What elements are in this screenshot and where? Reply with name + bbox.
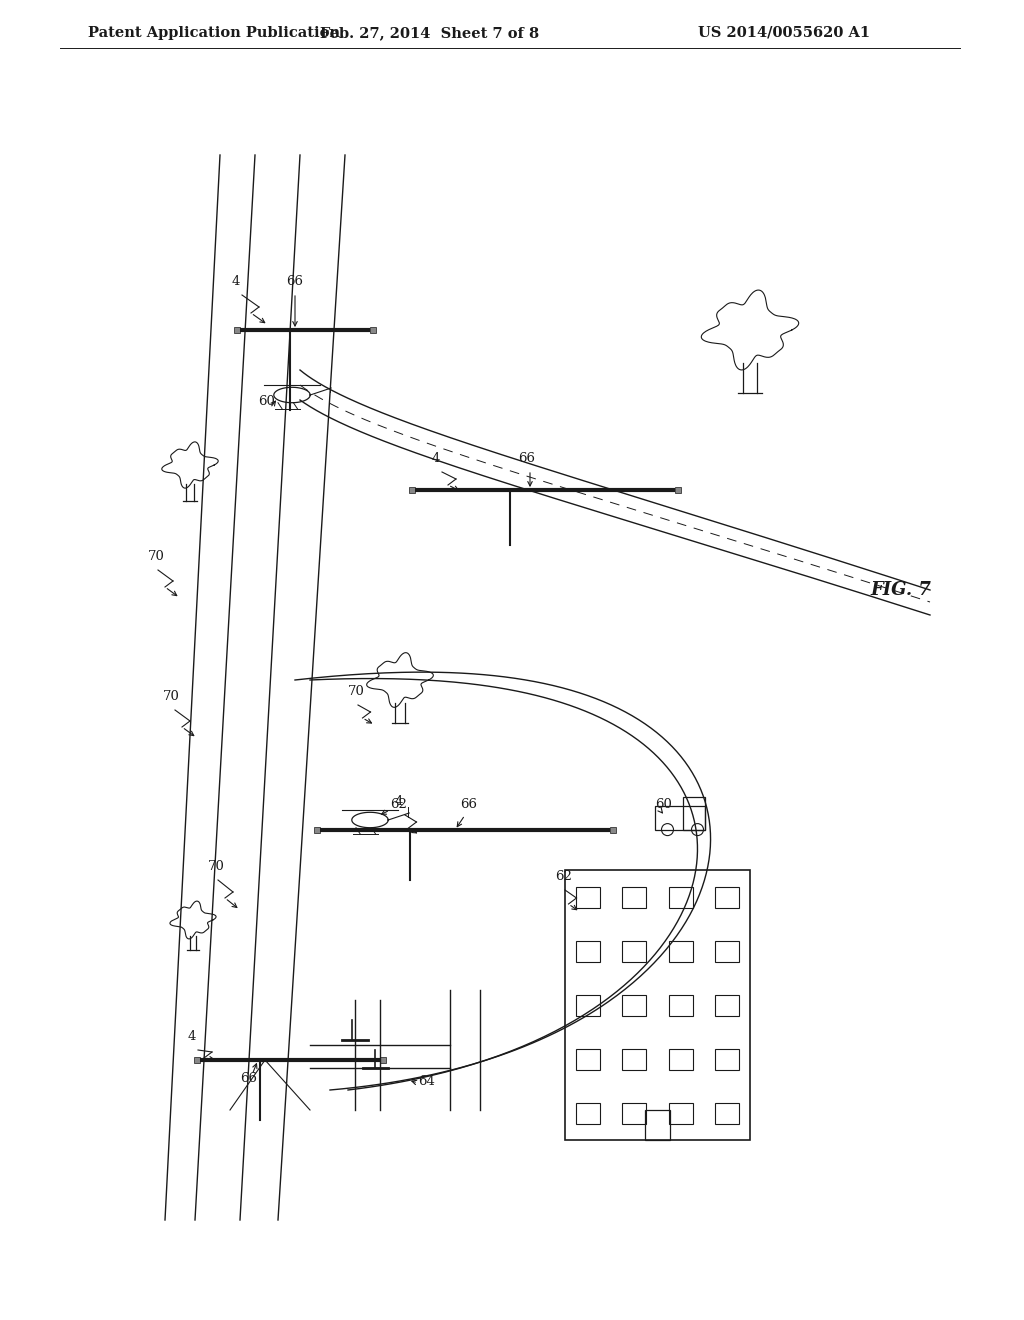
Text: 62: 62 <box>390 799 407 810</box>
Bar <box>623 1049 646 1069</box>
Text: Patent Application Publication: Patent Application Publication <box>88 26 340 40</box>
Bar <box>675 487 681 492</box>
Text: 66: 66 <box>518 451 535 465</box>
Text: 66: 66 <box>240 1072 257 1085</box>
Bar <box>715 1104 739 1123</box>
Text: US 2014/0055620 A1: US 2014/0055620 A1 <box>698 26 870 40</box>
Text: 70: 70 <box>148 550 165 564</box>
Text: 70: 70 <box>348 685 365 698</box>
Text: 4: 4 <box>432 451 440 465</box>
Text: 4: 4 <box>188 1030 197 1043</box>
Text: 64: 64 <box>418 1074 435 1088</box>
Bar <box>234 327 240 333</box>
Text: 4: 4 <box>395 795 403 808</box>
Bar <box>565 870 750 1140</box>
Bar <box>669 1049 692 1069</box>
Bar <box>380 1057 386 1063</box>
Bar <box>715 887 739 908</box>
Text: 60: 60 <box>258 395 274 408</box>
Text: 62: 62 <box>555 870 571 883</box>
Bar <box>669 887 692 908</box>
Bar <box>577 941 600 962</box>
Bar <box>623 941 646 962</box>
Bar <box>655 805 705 829</box>
Bar <box>669 1104 692 1123</box>
Bar <box>623 1104 646 1123</box>
Text: 66: 66 <box>460 799 477 810</box>
Bar <box>715 995 739 1016</box>
Bar <box>577 887 600 908</box>
Bar <box>683 797 705 829</box>
Text: 4: 4 <box>232 275 241 288</box>
Bar <box>623 995 646 1016</box>
Bar <box>623 887 646 908</box>
Text: 60: 60 <box>655 799 672 810</box>
Bar <box>370 327 376 333</box>
Text: 66: 66 <box>287 275 303 288</box>
Bar <box>669 941 692 962</box>
Bar <box>577 995 600 1016</box>
Bar <box>194 1057 200 1063</box>
Bar <box>610 828 616 833</box>
Text: FIG. 7: FIG. 7 <box>870 581 931 599</box>
Text: 70: 70 <box>208 861 225 873</box>
Bar <box>314 828 319 833</box>
Bar <box>669 995 692 1016</box>
Bar <box>715 1049 739 1069</box>
Bar <box>577 1104 600 1123</box>
Bar <box>715 941 739 962</box>
Bar <box>577 1049 600 1069</box>
Text: Feb. 27, 2014  Sheet 7 of 8: Feb. 27, 2014 Sheet 7 of 8 <box>321 26 540 40</box>
Bar <box>644 1110 671 1140</box>
Bar <box>409 487 415 492</box>
Text: 70: 70 <box>163 690 180 704</box>
